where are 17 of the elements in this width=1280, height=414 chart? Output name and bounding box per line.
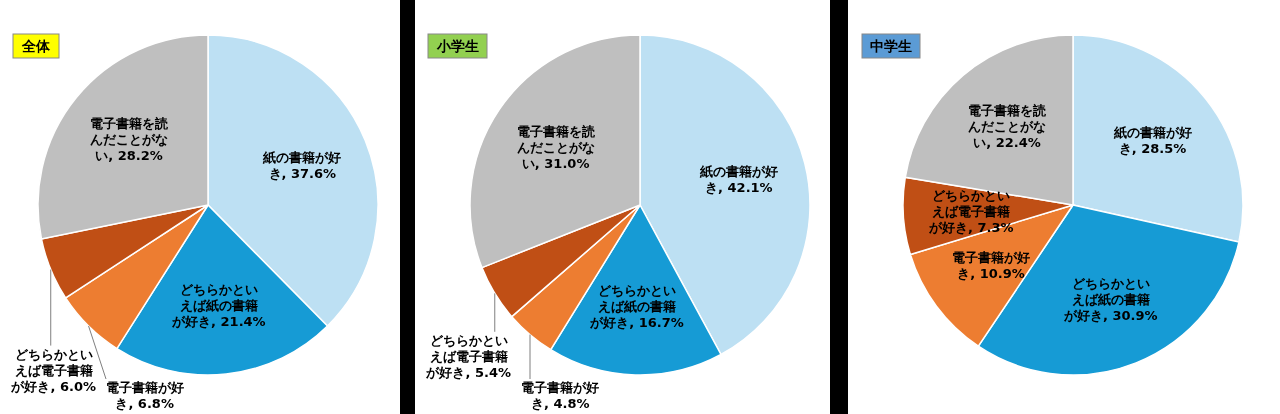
slice-label: どちらかといえば紙の書籍が好き, 30.9% (1063, 275, 1158, 323)
slice-label: 電子書籍が好き, 6.8% (105, 380, 184, 411)
chart-title: 小学生 (436, 38, 479, 54)
slice-label: 紙の書籍が好き, 42.1% (698, 163, 778, 195)
slice-label: どちらかといえば紙の書籍が好き, 16.7% (589, 282, 684, 330)
slice-label: 電子書籍を読んだことがない, 31.0% (516, 123, 596, 171)
slice-label: 電子書籍を読んだことがない, 28.2% (90, 116, 169, 164)
chart-title: 全体 (21, 38, 51, 54)
slice-label: 電子書籍が好き, 4.8% (521, 380, 600, 411)
slice-label: どちらかといえば電子書籍が好き, 5.4% (425, 332, 511, 380)
chart-title: 中学生 (870, 38, 912, 54)
slice-label: どちらかといえば電子書籍が好き, 6.0% (10, 346, 96, 394)
slice-label: 電子書籍が好き, 10.9% (952, 249, 1031, 281)
slice-label: どちらかといえば紙の書籍が好き, 21.4% (171, 282, 266, 330)
slice-label: 紙の書籍が好き, 28.5% (1112, 125, 1192, 157)
slice-label: 電子書籍を読んだことがない, 22.4% (968, 103, 1047, 151)
slice-label: 紙の書籍が好き, 37.6% (262, 150, 342, 182)
